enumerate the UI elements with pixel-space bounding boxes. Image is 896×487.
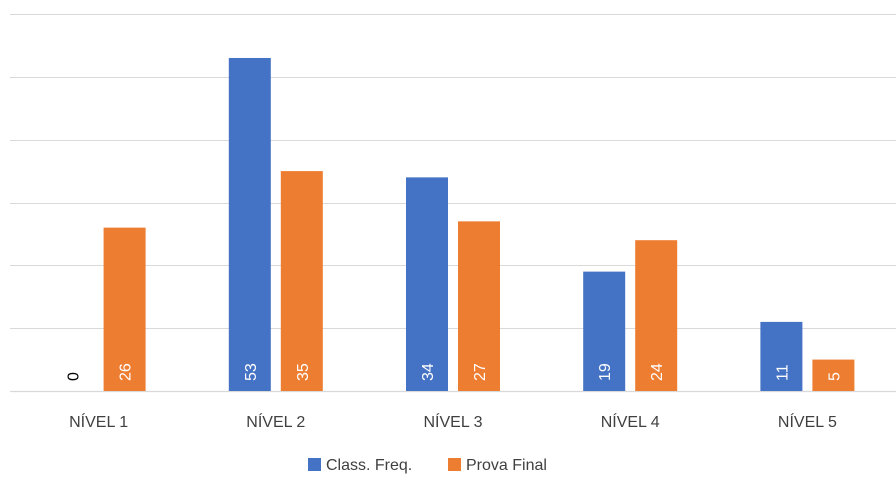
data-label-class-freq-5: 11: [774, 364, 791, 381]
category-label-3: NÍVEL 3: [424, 412, 483, 431]
data-label-class-freq-2: 53: [243, 363, 260, 381]
data-label-prova-final-3: 27: [472, 363, 489, 381]
data-label-prova-final-4: 24: [649, 363, 666, 381]
bar-class-freq-3: [406, 177, 448, 391]
category-label-4: NÍVEL 4: [601, 412, 660, 431]
bar-class-freq-5: [760, 321, 803, 391]
data-label-prova-final-1: 26: [118, 363, 135, 381]
bar-class-freq-2: [228, 57, 271, 391]
category-label-2: NÍVEL 2: [246, 412, 305, 431]
category-axis-labels: NÍVEL 1 NÍVEL 2 NÍVEL 3 NÍVEL 4 NÍVEL 5: [69, 412, 837, 431]
bar-prova-final-2: [280, 171, 323, 391]
data-label-class-freq-3: 34: [420, 363, 437, 381]
legend-swatch-class-freq: [308, 458, 321, 471]
gridlines: [10, 14, 896, 393]
data-label-class-freq-1: 0: [66, 372, 83, 381]
category-label-1: NÍVEL 1: [69, 412, 128, 431]
bars: 0 26 53 35 34 27 19 24 11 5: [66, 57, 855, 391]
data-label-prova-final-2: 35: [295, 363, 312, 381]
legend-label-class-freq: Class. Freq.: [326, 457, 412, 474]
legend: Class. Freq. Prova Final: [308, 457, 547, 474]
bar-prova-final-1: [103, 227, 146, 391]
bar-prova-final-5: [812, 359, 855, 391]
data-label-class-freq-4: 19: [597, 363, 614, 381]
legend-swatch-prova-final: [448, 458, 461, 471]
data-label-prova-final-5: 5: [826, 372, 843, 381]
legend-label-prova-final: Prova Final: [466, 457, 547, 474]
bar-class-freq-4: [583, 271, 626, 391]
bar-prova-final-4: [635, 240, 678, 391]
category-label-5: NÍVEL 5: [778, 412, 837, 431]
bar-prova-final-3: [458, 221, 500, 391]
